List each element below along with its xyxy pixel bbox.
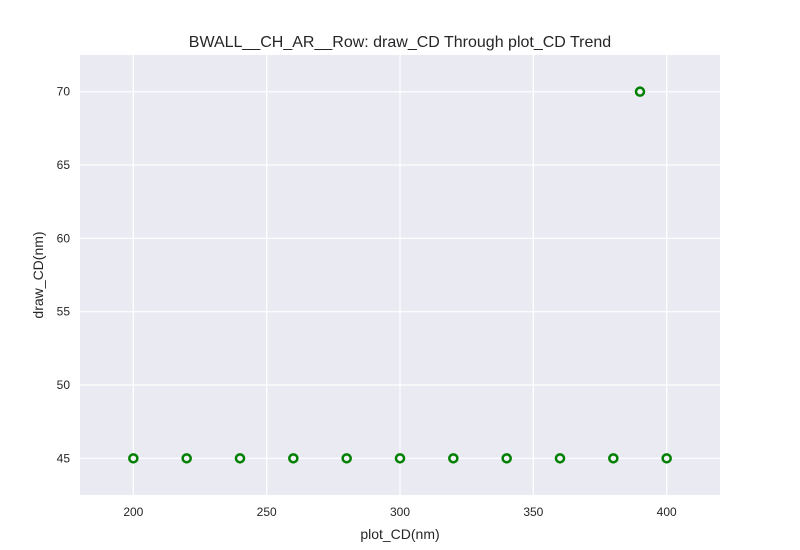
data-point	[234, 453, 246, 464]
data-point	[181, 453, 192, 464]
grid-lines	[80, 55, 720, 495]
y-tick-label: 45	[57, 451, 71, 465]
y-tick-label: 55	[57, 305, 71, 319]
data-points	[128, 86, 672, 464]
x-tick-label: 400	[657, 505, 677, 519]
data-point	[634, 86, 646, 97]
data-point	[128, 453, 139, 464]
y-tick-label: 65	[57, 158, 71, 172]
data-point	[341, 453, 352, 464]
chart-title: BWALL__CH_AR__Row: draw_CD Through plot_…	[189, 34, 611, 51]
data-point	[554, 453, 566, 464]
x-tick-label: 350	[523, 505, 543, 519]
data-point	[394, 453, 406, 464]
y-axis-label: draw_CD(nm)	[30, 231, 46, 318]
data-point	[448, 453, 459, 464]
x-tick-label: 300	[390, 505, 410, 519]
x-tick-label: 200	[123, 505, 143, 519]
x-tick-labels: 200 250 300 350 400	[123, 505, 677, 519]
x-tick-label: 250	[257, 505, 277, 519]
data-point	[288, 453, 299, 464]
data-point	[608, 453, 619, 464]
data-point	[661, 453, 672, 464]
y-tick-labels: 45 50 55 60 65 70	[57, 85, 71, 466]
data-point	[501, 453, 512, 464]
x-axis-label: plot_CD(nm)	[360, 526, 439, 542]
y-tick-label: 70	[57, 85, 71, 99]
y-tick-label: 60	[57, 231, 71, 245]
y-tick-label: 50	[57, 378, 71, 392]
